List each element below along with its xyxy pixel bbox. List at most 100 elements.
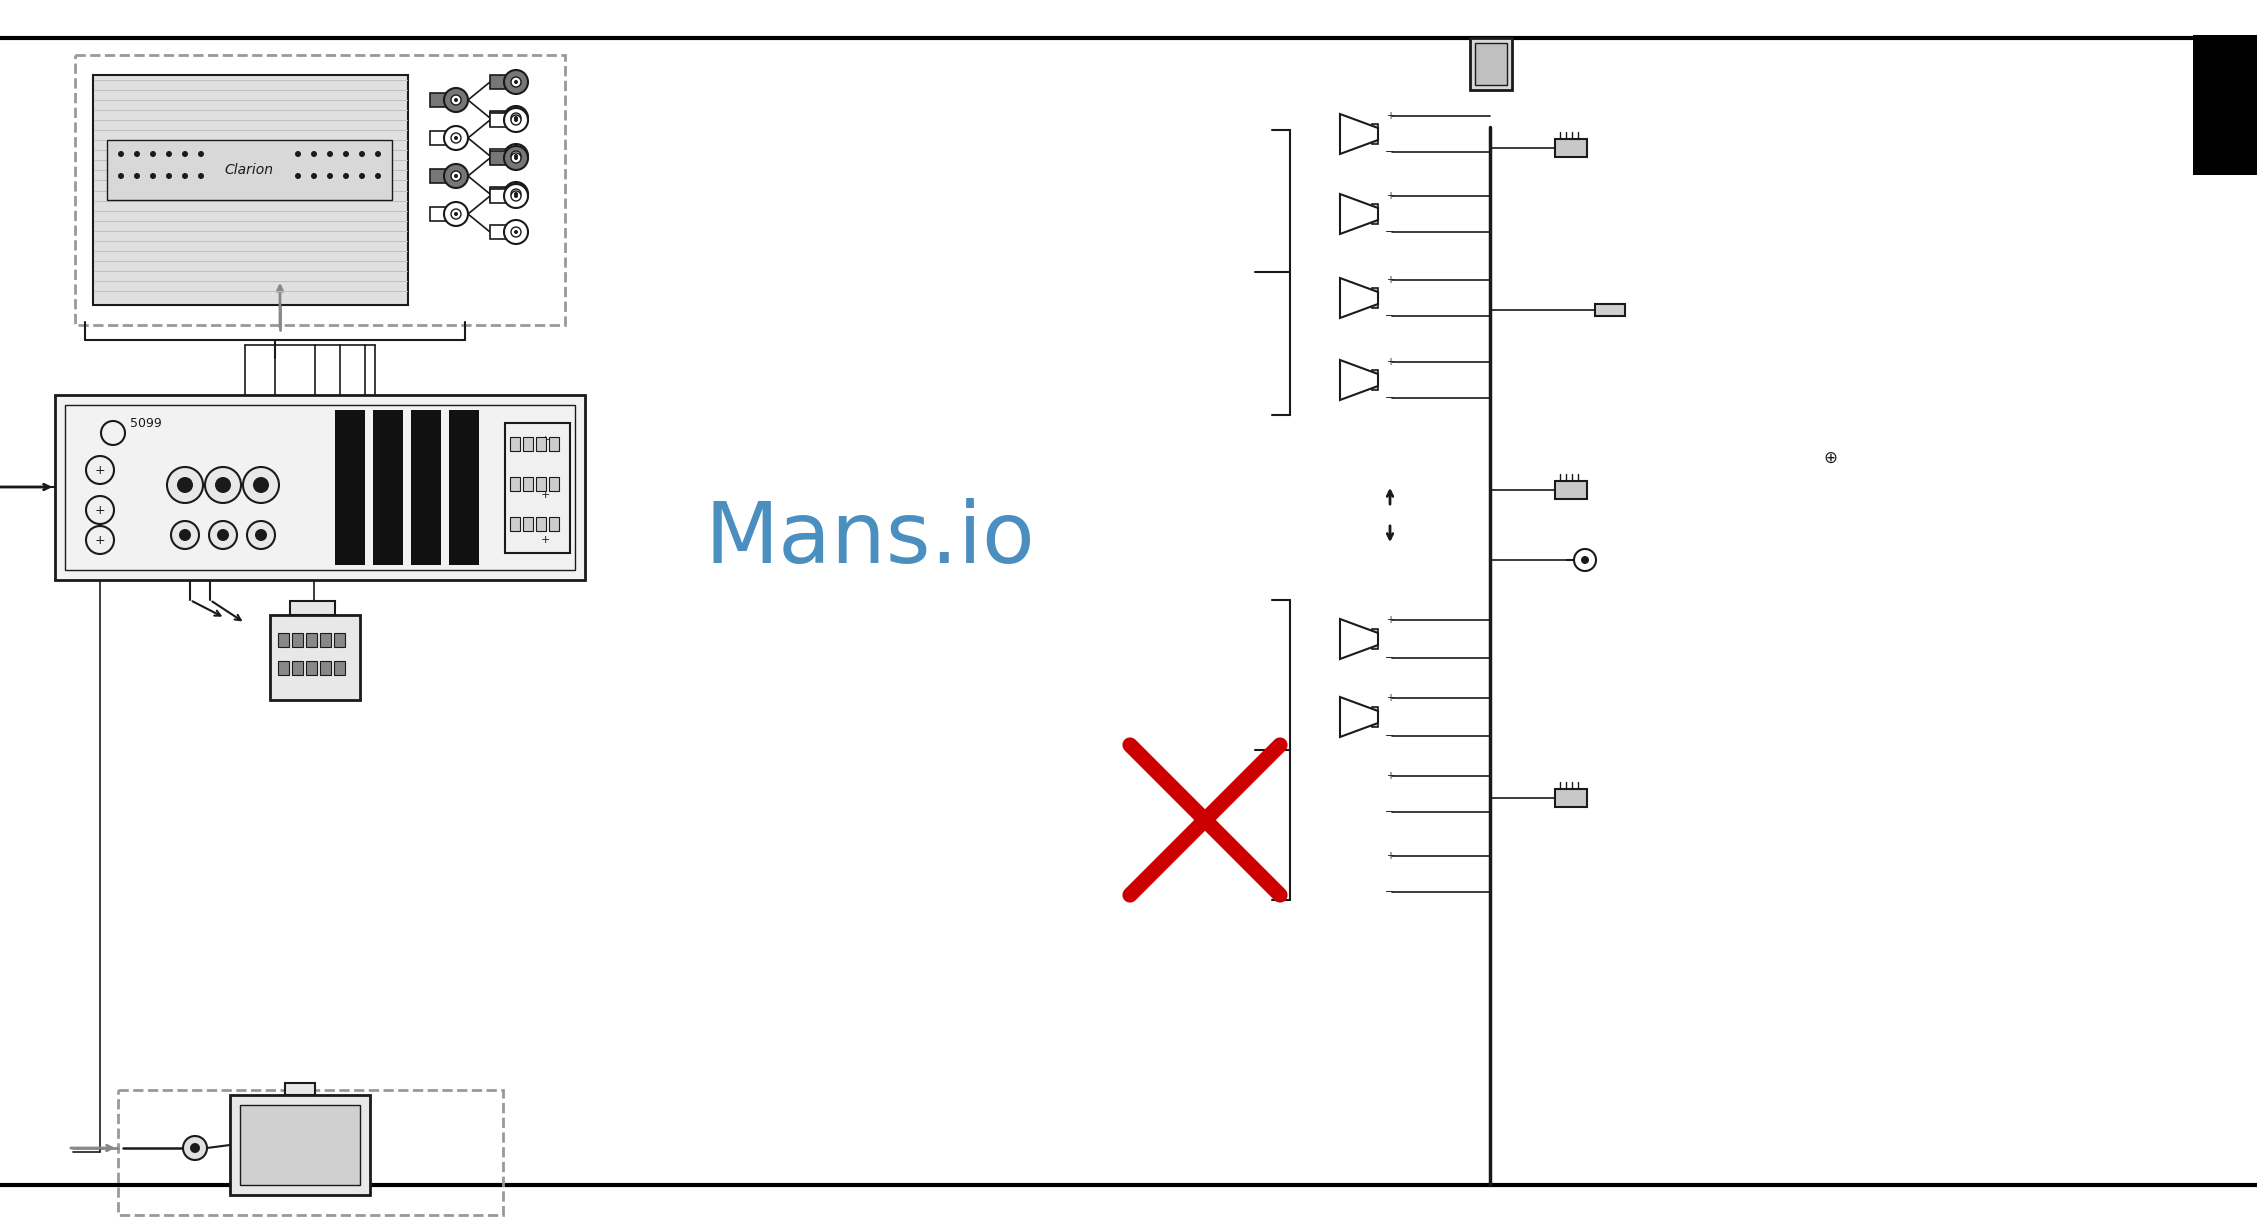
Bar xyxy=(291,634,302,647)
Circle shape xyxy=(133,172,140,179)
Circle shape xyxy=(445,164,467,188)
Bar xyxy=(334,634,345,647)
Circle shape xyxy=(296,172,300,179)
Circle shape xyxy=(176,477,194,493)
Circle shape xyxy=(133,150,140,157)
Circle shape xyxy=(533,483,557,508)
Bar xyxy=(1555,789,1587,807)
Bar xyxy=(524,437,533,451)
Circle shape xyxy=(454,136,458,139)
Circle shape xyxy=(255,530,266,541)
Polygon shape xyxy=(1341,278,1379,318)
Circle shape xyxy=(445,88,467,113)
Bar xyxy=(524,477,533,490)
Circle shape xyxy=(205,467,241,503)
Circle shape xyxy=(327,172,334,179)
Circle shape xyxy=(375,150,381,157)
Circle shape xyxy=(451,171,460,181)
Bar xyxy=(230,1095,370,1195)
Circle shape xyxy=(246,521,275,549)
Circle shape xyxy=(515,194,519,198)
Circle shape xyxy=(503,183,528,208)
Circle shape xyxy=(296,150,300,157)
Bar xyxy=(548,437,560,451)
Bar xyxy=(320,660,332,675)
Text: +: + xyxy=(1386,111,1395,121)
Circle shape xyxy=(451,209,460,219)
Bar xyxy=(490,190,512,203)
Bar xyxy=(106,139,393,201)
Circle shape xyxy=(149,172,156,179)
Circle shape xyxy=(454,174,458,179)
Bar xyxy=(65,405,576,570)
Text: +: + xyxy=(1386,693,1395,703)
Bar xyxy=(510,477,519,490)
Circle shape xyxy=(451,95,460,105)
Bar xyxy=(431,207,451,221)
Circle shape xyxy=(1580,556,1589,564)
Circle shape xyxy=(102,421,124,445)
Bar xyxy=(535,477,546,490)
Bar xyxy=(117,1090,503,1214)
Circle shape xyxy=(445,126,467,150)
Bar xyxy=(1555,139,1587,157)
Circle shape xyxy=(515,192,519,196)
Bar xyxy=(431,131,451,146)
Bar xyxy=(320,634,332,647)
Text: 5099: 5099 xyxy=(131,417,163,430)
Bar xyxy=(535,517,546,531)
Circle shape xyxy=(454,212,458,216)
Bar xyxy=(548,477,560,490)
Circle shape xyxy=(510,190,521,199)
Bar xyxy=(431,93,451,106)
Bar xyxy=(535,437,546,451)
Text: −: − xyxy=(1386,653,1395,663)
Bar xyxy=(1372,707,1379,726)
Bar xyxy=(1469,38,1512,91)
Circle shape xyxy=(510,191,521,201)
Circle shape xyxy=(533,428,557,453)
Circle shape xyxy=(178,530,192,541)
Circle shape xyxy=(190,1144,201,1153)
Bar xyxy=(278,660,289,675)
Text: +: + xyxy=(95,464,106,477)
Text: −: − xyxy=(1386,731,1395,741)
Bar xyxy=(490,149,512,163)
Circle shape xyxy=(183,172,187,179)
Bar xyxy=(510,517,519,531)
Text: −: − xyxy=(1386,147,1395,157)
Circle shape xyxy=(199,172,203,179)
Bar xyxy=(74,55,564,325)
Bar xyxy=(1372,629,1379,649)
Bar xyxy=(1555,481,1587,499)
Bar xyxy=(271,615,361,700)
Circle shape xyxy=(503,220,528,245)
Polygon shape xyxy=(1341,114,1379,154)
Bar xyxy=(334,660,345,675)
Circle shape xyxy=(86,526,115,554)
Circle shape xyxy=(117,172,124,179)
Bar xyxy=(490,187,512,201)
Text: Clarion: Clarion xyxy=(223,163,273,177)
Polygon shape xyxy=(1341,360,1379,400)
Text: +: + xyxy=(1386,191,1395,201)
Text: +: + xyxy=(539,534,551,545)
Circle shape xyxy=(311,150,316,157)
Text: +: + xyxy=(95,504,106,516)
Text: −: − xyxy=(1386,311,1395,320)
Circle shape xyxy=(217,530,228,541)
Polygon shape xyxy=(1341,194,1379,234)
Circle shape xyxy=(167,172,172,179)
Bar xyxy=(510,437,519,451)
Circle shape xyxy=(515,79,519,84)
Circle shape xyxy=(167,150,172,157)
Circle shape xyxy=(183,1136,208,1159)
Text: −: − xyxy=(1386,393,1395,404)
Text: −: − xyxy=(1386,887,1395,896)
Circle shape xyxy=(503,106,528,130)
Text: +: + xyxy=(1386,357,1395,367)
Circle shape xyxy=(515,230,519,234)
Bar xyxy=(1372,124,1379,144)
Bar xyxy=(1372,287,1379,308)
Circle shape xyxy=(359,172,366,179)
